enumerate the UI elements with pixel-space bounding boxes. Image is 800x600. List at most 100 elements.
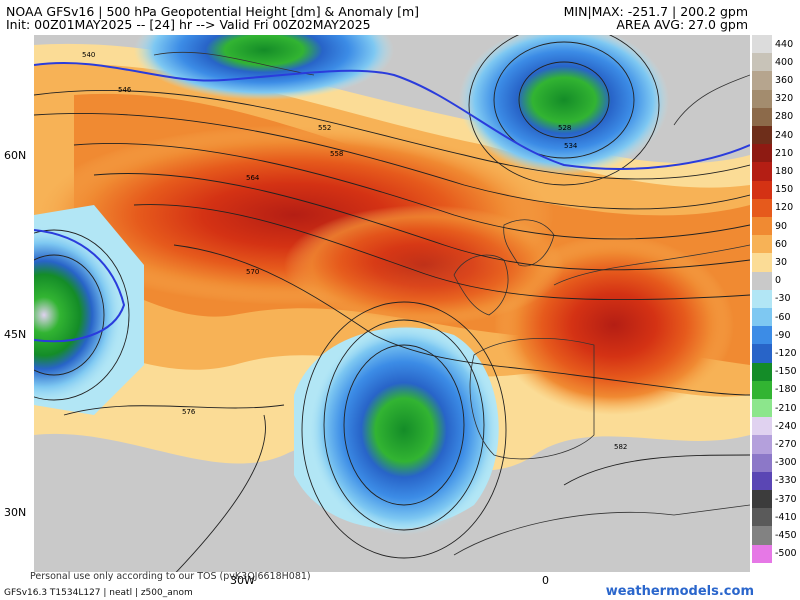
colorbar-label: -60: [775, 311, 791, 323]
colorbar-entry: -210: [752, 399, 800, 418]
colorbar-label: 120: [775, 202, 794, 214]
contour-label-540: 540: [82, 51, 95, 59]
colorbar-label: -30: [775, 293, 791, 305]
colorbar-entry: 150: [752, 180, 800, 199]
colorbar-entry: 320: [752, 89, 800, 108]
colorbar-entry: -330: [752, 471, 800, 490]
colorbar-swatch: [752, 435, 772, 454]
colorbar-entry: 360: [752, 71, 800, 90]
brand-link[interactable]: weathermodels.com: [605, 584, 754, 599]
colorbar-entry: 440: [752, 35, 800, 54]
colorbar-label: -300: [775, 457, 797, 469]
colorbar-swatch: [752, 380, 772, 399]
colorbar-swatch: [752, 417, 772, 436]
colorbar-entry: -270: [752, 435, 800, 454]
lat-label-60n: 60N: [4, 149, 27, 162]
colorbar-swatch: [752, 271, 772, 290]
contour-label-534: 534: [564, 142, 578, 150]
contour-label-528: 528: [558, 124, 571, 132]
init-valid-line: Init: 00Z01MAY2025 -- [24] hr --> Valid …: [6, 17, 371, 32]
colorbar-label: 400: [775, 56, 794, 68]
colorbar-label: 150: [775, 184, 794, 196]
colorbar-entry: 180: [752, 162, 800, 181]
map-title: NOAA GFSv16 | 500 hPa Geopotential Heigh…: [6, 4, 419, 19]
colorbar-swatch: [752, 253, 772, 272]
colorbar-label: 0: [775, 275, 782, 287]
tos-notice: Personal use only according to our TOS (…: [30, 571, 311, 582]
lat-label-30n: 30N: [4, 506, 27, 519]
contour-label-570: 570: [246, 268, 259, 276]
colorbar-label: -330: [775, 475, 797, 487]
colorbar-label: 180: [775, 165, 794, 177]
colorbar-swatch: [752, 326, 772, 345]
colorbar-label: 60: [775, 238, 788, 250]
colorbar-swatch: [752, 180, 772, 199]
lon-label-30w: 30W: [230, 574, 255, 587]
colorbar-swatch: [752, 35, 772, 54]
colorbar-swatch: [752, 308, 772, 327]
contour-label-552: 552: [318, 124, 331, 132]
contour-label-564: 564: [246, 174, 260, 182]
colorbar-entry: 60: [752, 235, 800, 254]
anomaly-map: 540 546 552 558 564 570 576 582 528 534: [34, 35, 750, 572]
colorbar-swatch: [752, 362, 772, 381]
colorbar-swatch: [752, 344, 772, 363]
colorbar-swatch: [752, 107, 772, 126]
colorbar-label: 90: [775, 220, 788, 232]
colorbar-swatch: [752, 526, 772, 545]
colorbar-label: 440: [775, 38, 794, 50]
colorbar-swatch: [752, 508, 772, 527]
colorbar-entry: 90: [752, 217, 800, 236]
colorbar-label: -210: [775, 402, 797, 414]
colorbar-label: 280: [775, 111, 794, 123]
colorbar-entry: -60: [752, 308, 800, 327]
colorbar-entry: -410: [752, 508, 800, 527]
colorbar-label: -90: [775, 329, 791, 341]
colorbar-swatch: [752, 289, 772, 308]
colorbar-label: -240: [775, 420, 797, 432]
colorbar-label: 210: [775, 147, 794, 159]
colorbar-entry: 280: [752, 107, 800, 126]
area-average-readout: AREA AVG: 27.0 gpm: [616, 17, 748, 32]
model-info: GFSv16.3 T1534L127 | neatl | z500_anom: [4, 588, 193, 598]
colorbar-swatch: [752, 162, 772, 181]
colorbar-swatch: [752, 453, 772, 472]
colorbar-label: -410: [775, 511, 797, 523]
colorbar-label: 240: [775, 129, 794, 141]
colorbar-entry: -450: [752, 526, 800, 545]
colorbar-swatch: [752, 71, 772, 90]
colorbar-label: 320: [775, 93, 794, 105]
colorbar-entry: 30: [752, 253, 800, 272]
colorbar-entry: 120: [752, 198, 800, 217]
colorbar-label: 360: [775, 74, 794, 86]
colorbar-entry: -90: [752, 326, 800, 345]
colorbar-label: -370: [775, 493, 797, 505]
colorbar-swatch: [752, 490, 772, 509]
colorbar-swatch: [752, 471, 772, 490]
colorbar-swatch: [752, 89, 772, 108]
colorbar-swatch: [752, 144, 772, 163]
colorbar-entry: 210: [752, 144, 800, 163]
colorbar-label: -120: [775, 347, 797, 359]
colorbar-entry: 0: [752, 271, 800, 290]
colorbar-label: -180: [775, 384, 797, 396]
colorbar-entry: -370: [752, 490, 800, 509]
colorbar-label: -150: [775, 366, 797, 378]
colorbar-entry: -120: [752, 344, 800, 363]
colorbar-entry: -300: [752, 453, 800, 472]
contour-label-576: 576: [182, 408, 196, 416]
colorbar-swatch: [752, 53, 772, 72]
colorbar-entry: -150: [752, 362, 800, 381]
colorbar-swatch: [752, 399, 772, 418]
colorbar-swatch: [752, 235, 772, 254]
contour-label-546: 546: [118, 86, 132, 94]
colorbar-entry: 400: [752, 53, 800, 72]
colorbar-entry: -240: [752, 417, 800, 436]
colorbar-entry: -180: [752, 380, 800, 399]
contour-label-558: 558: [330, 150, 343, 158]
colorbar-label: -450: [775, 529, 797, 541]
colorbar-entry: 240: [752, 126, 800, 145]
colorbar-label: 30: [775, 256, 788, 268]
colorbar-label: -270: [775, 438, 797, 450]
lat-label-45n: 45N: [4, 328, 27, 341]
